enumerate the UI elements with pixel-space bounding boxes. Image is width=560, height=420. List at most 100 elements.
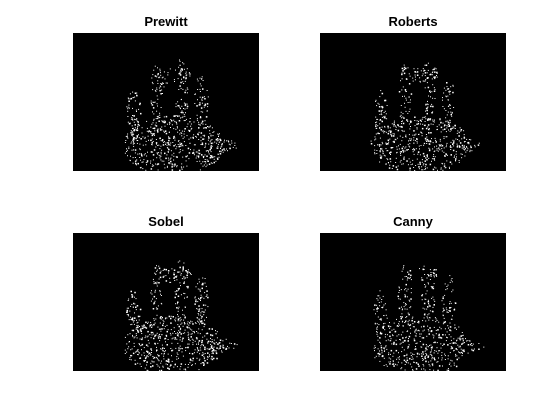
edge-pixel xyxy=(424,313,426,315)
edge-pixel xyxy=(423,265,425,267)
edge-pixel xyxy=(383,325,385,327)
edge-pixel xyxy=(433,275,435,277)
edge-pixel xyxy=(197,320,199,322)
edge-pixel xyxy=(174,121,176,123)
edge-pixel xyxy=(134,127,136,129)
edge-pixel xyxy=(436,129,438,131)
edge-pixel xyxy=(206,348,208,350)
edge-pixel xyxy=(158,87,160,89)
edge-pixel xyxy=(153,337,155,340)
edge-pixel xyxy=(152,111,153,113)
edge-pixel xyxy=(200,317,202,319)
edge-pixel xyxy=(189,328,191,330)
edge-pixel xyxy=(131,117,133,119)
edge-pixel xyxy=(156,76,158,78)
edge-pixel xyxy=(418,168,420,170)
edge-pixel xyxy=(167,358,170,361)
edge-pixel xyxy=(409,277,411,279)
edge-pixel xyxy=(421,355,423,357)
edge-pixel xyxy=(197,288,199,290)
edge-pixel xyxy=(128,122,131,125)
edge-pixel xyxy=(461,147,463,149)
edge-pixel xyxy=(431,286,433,289)
edge-pixel xyxy=(453,349,455,351)
edge-pixel xyxy=(161,328,163,330)
edge-pixel xyxy=(435,318,437,320)
edge-pixel xyxy=(168,139,170,142)
edge-pixel xyxy=(179,329,181,331)
edge-pixel xyxy=(185,71,187,73)
edge-pixel xyxy=(454,342,456,344)
edge-pixel xyxy=(129,122,131,124)
edge-pixel xyxy=(199,358,201,360)
edge-pixel xyxy=(422,169,424,171)
edge-pixel xyxy=(413,139,415,141)
edge-pixel xyxy=(187,285,189,288)
edge-pixel xyxy=(151,81,153,83)
edge-pixel xyxy=(433,335,435,337)
edge-pixel xyxy=(377,308,379,309)
edge-pixel xyxy=(132,139,134,141)
edge-pixel xyxy=(463,349,465,351)
edge-pixel xyxy=(444,124,446,126)
edge-pixel xyxy=(130,133,132,135)
edge-pixel xyxy=(429,148,431,150)
edge-pixel xyxy=(456,132,458,134)
edge-pixel xyxy=(449,275,451,277)
edge-pixel xyxy=(170,127,171,128)
edge-pixel xyxy=(392,360,394,362)
edge-pixel xyxy=(424,70,426,71)
edge-pixel xyxy=(180,294,182,296)
edge-pixel xyxy=(188,338,190,341)
edge-pixel xyxy=(148,139,149,141)
edge-pixel xyxy=(209,354,210,356)
edge-pixel xyxy=(140,329,142,331)
edge-pixel xyxy=(185,277,186,279)
edge-pixel xyxy=(400,151,403,153)
edge-pixel xyxy=(380,342,381,344)
edge-pixel xyxy=(442,122,444,124)
edge-pixel xyxy=(405,317,407,318)
edge-pixel xyxy=(403,68,406,71)
edge-pixel xyxy=(189,142,191,144)
edge-pixel xyxy=(444,322,446,324)
edge-pixel xyxy=(218,133,220,135)
edge-pixel xyxy=(157,131,159,133)
edge-pixel xyxy=(213,346,215,348)
edge-pixel xyxy=(413,137,415,139)
edge-pixel xyxy=(181,69,183,71)
edge-pixel xyxy=(169,365,171,367)
edge-pixel xyxy=(186,347,188,349)
edge-pixel xyxy=(131,329,133,331)
edge-pixel xyxy=(442,365,443,367)
edge-pixel xyxy=(173,115,175,117)
edge-pixel xyxy=(160,348,162,350)
edge-pixel xyxy=(455,355,456,357)
edge-pixel xyxy=(374,357,376,359)
edge-pixel xyxy=(139,326,140,327)
edge-pixel xyxy=(430,123,432,125)
edge-pixel xyxy=(441,352,443,354)
edge-pixel xyxy=(158,265,160,267)
edge-pixel xyxy=(135,351,137,353)
edge-pixel xyxy=(165,350,166,352)
edge-pixel xyxy=(197,348,199,350)
edge-pixel xyxy=(410,352,412,354)
edge-pixel xyxy=(159,128,161,130)
edge-pixel xyxy=(134,137,136,139)
edge-pixel xyxy=(411,359,413,360)
edge-pixel xyxy=(203,96,205,98)
edge-pixel xyxy=(186,74,188,76)
edge-pixel xyxy=(158,282,160,284)
edge-pixel xyxy=(207,296,209,299)
edge-pixel xyxy=(409,300,411,302)
edge-pixel xyxy=(132,97,134,99)
edge-pixel xyxy=(128,148,130,149)
edge-pixel xyxy=(440,337,443,339)
edge-pixel xyxy=(408,83,411,85)
edge-pixel xyxy=(163,358,165,360)
edge-pixel xyxy=(139,357,141,359)
edge-pixel xyxy=(411,319,413,322)
edge-pixel xyxy=(216,157,218,159)
